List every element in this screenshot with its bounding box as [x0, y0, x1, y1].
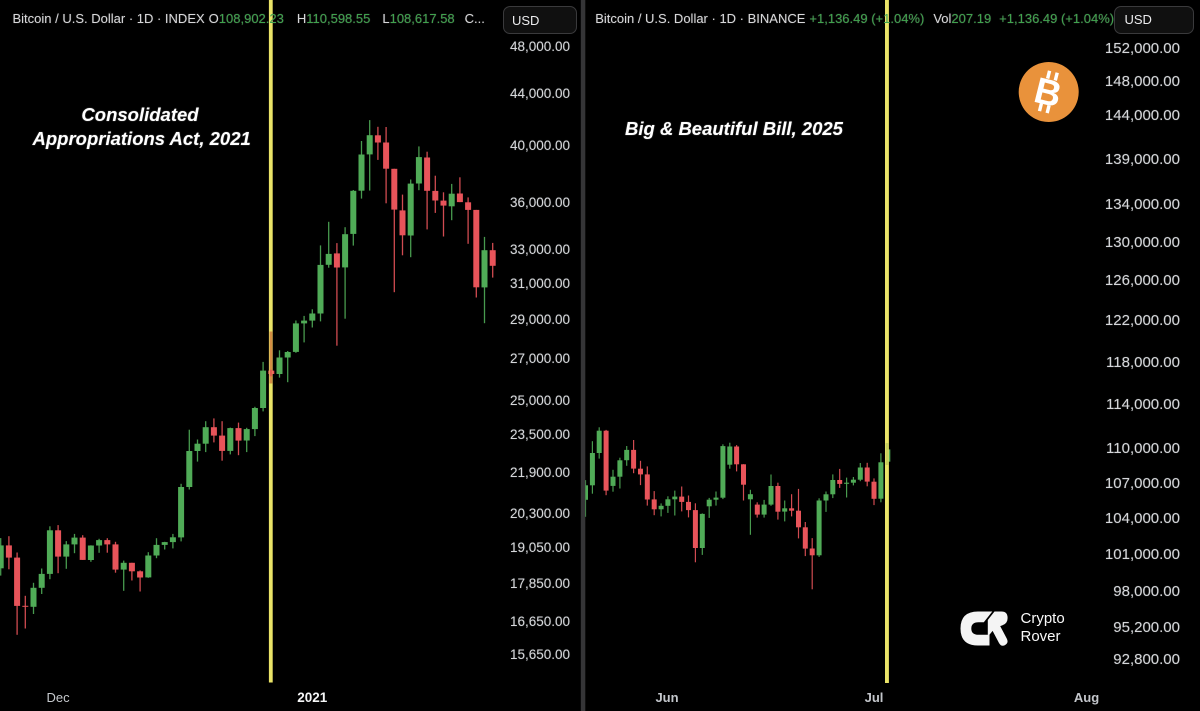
svg-text:Rover: Rover	[1021, 628, 1061, 645]
svg-text:Crypto: Crypto	[1021, 610, 1065, 627]
